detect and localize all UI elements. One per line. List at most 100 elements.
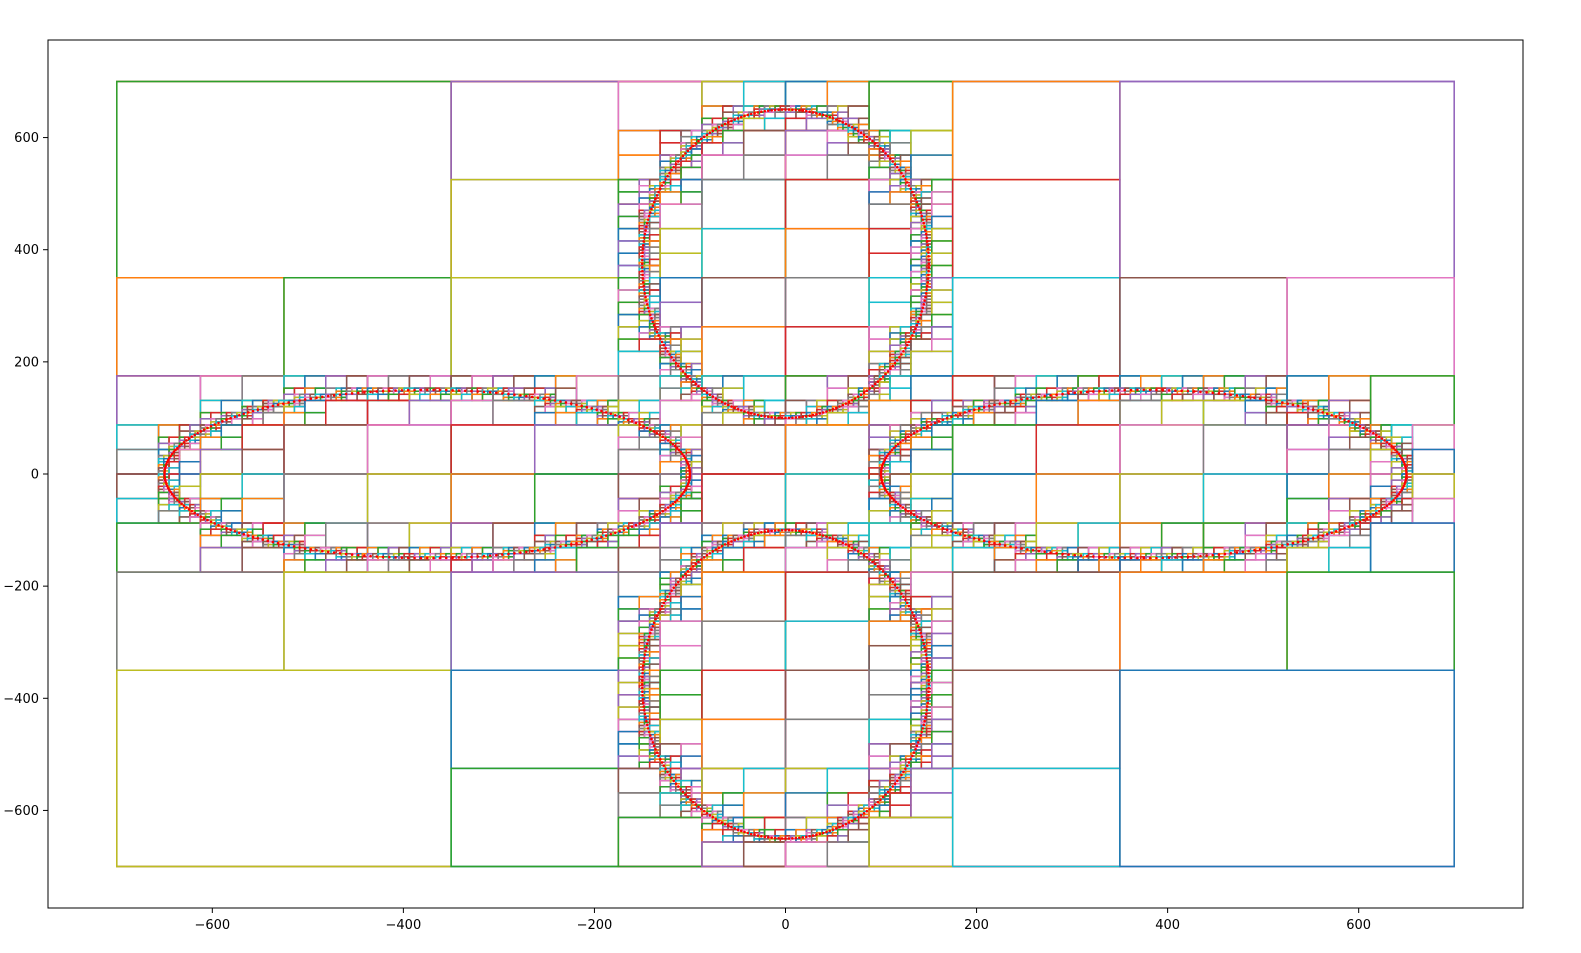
curve-point [664,437,667,440]
curve-point [332,394,336,397]
curve-point [193,433,196,437]
curve-point [626,526,630,530]
curve-point [413,388,416,392]
curve-point [613,413,617,417]
curve-point [679,450,683,454]
curve-point [229,528,232,532]
curve-point [217,523,220,527]
curve-point [406,388,410,392]
curve-point [630,525,634,528]
curve-point [507,552,510,556]
curve-point [174,496,177,500]
curve-point [669,504,672,508]
curve-point [444,556,448,560]
curve-point [413,556,416,560]
curve-point [476,555,480,558]
curve-point [271,540,275,544]
curve-point [525,550,528,554]
curve-point [369,554,372,558]
curve-point [626,418,630,422]
curve-point [174,448,177,452]
curve-point [604,534,608,537]
curve-point [652,430,656,433]
curve-point [661,509,665,513]
curve-point [400,388,404,392]
curve-point [251,535,255,539]
curve-point [658,433,662,437]
curve-point [488,391,492,394]
curve-point [266,539,270,543]
curve-point [350,392,354,395]
curve-point [488,554,492,557]
curve-point [658,511,662,515]
curve-point [425,388,429,392]
curve-point [185,506,188,509]
curve-point [634,523,638,527]
curve-point [671,442,675,446]
curve-point [600,409,603,413]
curve-point [176,446,179,450]
curve-point [569,402,573,405]
curve-point [187,508,191,511]
curve-point [400,556,404,560]
curve-point [237,531,241,535]
curve-point [217,421,220,425]
curve-point [315,548,318,552]
curve-point [287,401,290,404]
curve-point [666,506,670,509]
curve-point [369,390,372,394]
curve-point [193,511,196,515]
curve-point [630,420,634,423]
curve-point [292,400,296,403]
curve-point [178,500,181,504]
curve-point [569,543,573,546]
curve-point [196,431,199,435]
curve-point [182,504,186,508]
curve-point [642,520,645,524]
curve-point [276,541,280,545]
curve-point [237,413,241,417]
curve-point [298,546,301,549]
curve-point [507,392,510,396]
curve-point [671,502,675,506]
curve-point [618,415,621,419]
curve-point [519,551,522,554]
curve-point [575,403,578,407]
curve-point [432,556,435,560]
curve-point [675,498,679,502]
curve-point [590,538,594,541]
curve-point [618,529,621,533]
curve-point [363,554,366,557]
curve-point [221,420,224,423]
curve-point [642,424,645,428]
curve-point [645,426,649,430]
curve-point [513,552,516,555]
curve-point [513,393,516,396]
curve-point [542,397,545,400]
curve-point [309,397,313,400]
curve-point [344,552,348,556]
curve-point [225,526,228,530]
curve-point [451,388,454,392]
curve-point [356,553,360,557]
curve-point [394,556,397,559]
curve-point [622,416,626,420]
curve-point [206,518,209,522]
curve-point [199,515,203,518]
curve-point [548,547,551,550]
curve-point [419,388,423,392]
curve-point [438,388,442,392]
curve-point [553,399,557,402]
curve-point [321,395,324,399]
curve-point [394,389,397,392]
curve-point [387,389,391,393]
curve-point [229,416,232,420]
curve-point [190,509,194,513]
curve-point [470,555,473,559]
curve-point [406,556,410,560]
curve-point [271,404,275,408]
curve-point [242,532,246,536]
curve-point [315,396,318,400]
